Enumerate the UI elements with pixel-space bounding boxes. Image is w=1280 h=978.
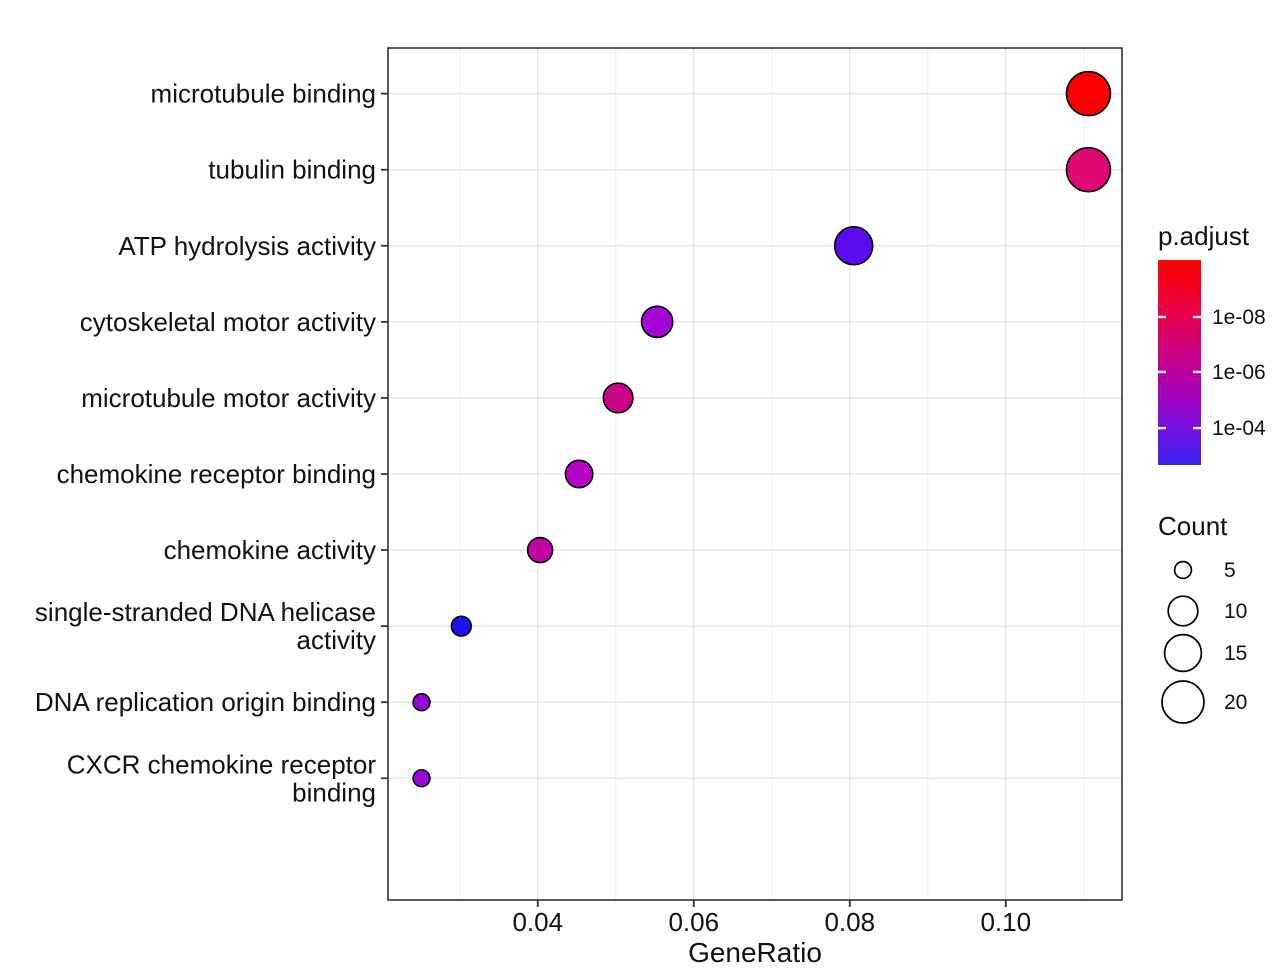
y-axis-label: ATP hydrolysis activity	[118, 231, 376, 261]
colorbar-tick-label: 1e-04	[1212, 417, 1266, 440]
colorbar-tick-label: 1e-08	[1212, 306, 1266, 329]
size-legend-circle	[1167, 595, 1199, 627]
size-legend-title: Count	[1158, 511, 1228, 541]
data-point-8	[412, 693, 431, 712]
data-point-2	[833, 226, 874, 266]
data-point-6	[526, 536, 554, 564]
x-tick-label: 0.08	[824, 907, 875, 937]
size-legend-circle	[1161, 680, 1205, 724]
data-point-5	[564, 459, 594, 489]
colorbar-tick-label: 1e-06	[1212, 361, 1266, 384]
size-legend-circle	[1163, 633, 1203, 673]
data-point-3	[640, 305, 674, 339]
data-point-0	[1065, 70, 1112, 117]
x-tick-label: 0.06	[668, 907, 719, 937]
y-axis-label: chemokine activity	[164, 535, 376, 565]
y-axis-label: tubulin binding	[208, 155, 376, 185]
y-axis-label: microtubule binding	[151, 79, 376, 109]
x-tick-label: 0.10	[980, 907, 1031, 937]
data-point-4	[602, 382, 634, 414]
data-point-1	[1065, 146, 1112, 193]
y-axis-label: binding	[292, 777, 376, 807]
y-axis-label: microtubule motor activity	[81, 383, 376, 413]
data-point-7	[450, 615, 472, 637]
size-legend-label: 5	[1224, 559, 1236, 582]
y-axis-label: CXCR chemokine receptor	[67, 749, 377, 779]
data-point-9	[412, 769, 431, 788]
y-axis-label: activity	[297, 625, 376, 655]
x-tick-label: 0.04	[512, 907, 563, 937]
size-legend-label: 15	[1224, 642, 1247, 665]
y-axis-label: single-stranded DNA helicase	[35, 597, 376, 627]
size-legend-circle	[1173, 560, 1193, 580]
colorbar-legend-title: p.adjust	[1158, 221, 1250, 251]
x-axis-title: GeneRatio	[688, 937, 822, 968]
y-axis-label: DNA replication origin binding	[35, 687, 376, 717]
size-legend-label: 10	[1224, 600, 1247, 623]
size-legend-label: 20	[1224, 691, 1247, 714]
colorbar	[1158, 260, 1201, 465]
y-axis-label: cytoskeletal motor activity	[80, 307, 376, 337]
y-axis-label: chemokine receptor binding	[57, 459, 376, 489]
